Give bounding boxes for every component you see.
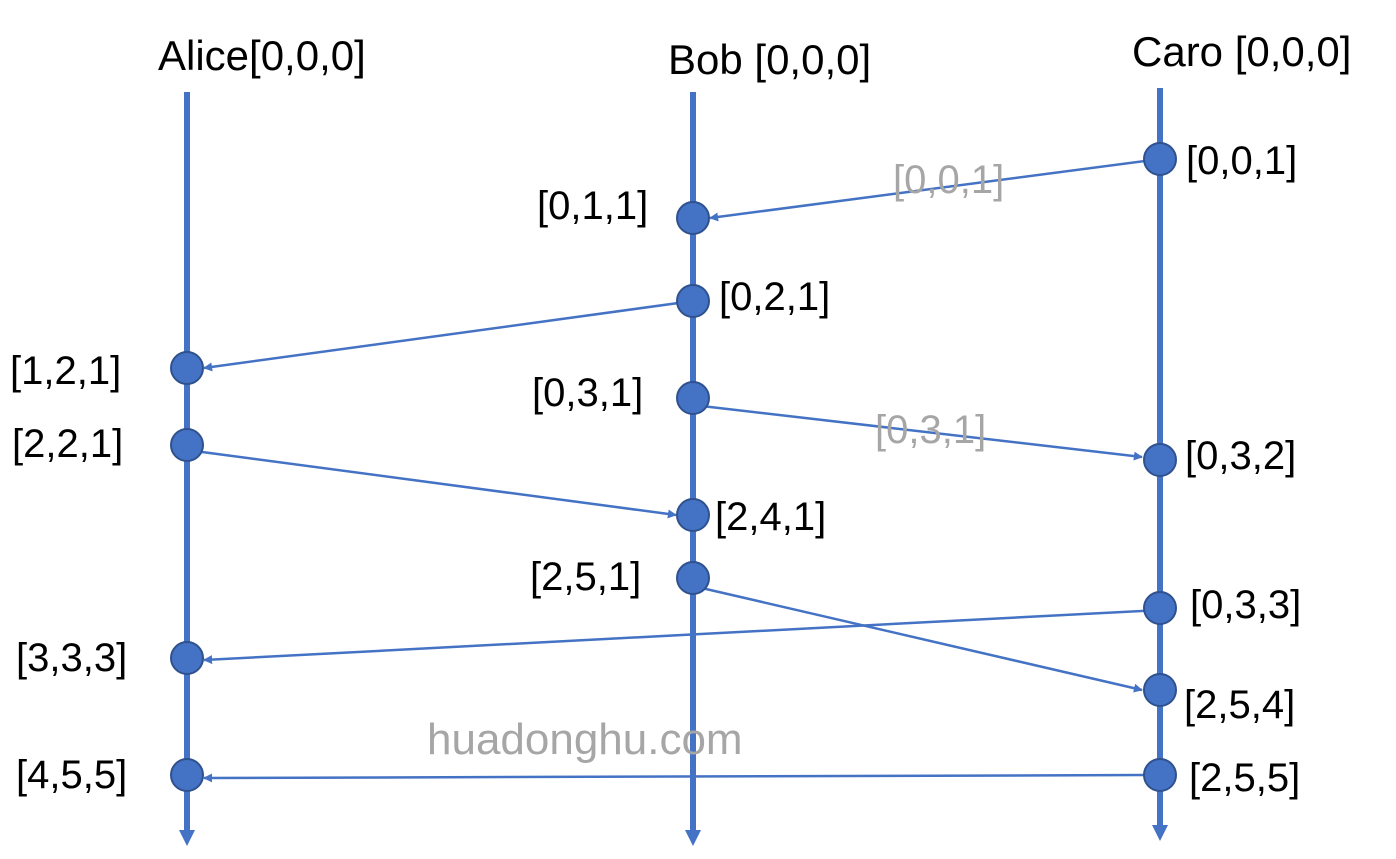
event-label-caro-3: [0,3,3] — [1190, 583, 1302, 627]
event-dot-alice-3 — [170, 641, 204, 675]
event-dot-caro-3 — [1143, 591, 1177, 625]
event-dot-caro-1 — [1143, 142, 1177, 176]
event-dot-bob-1 — [676, 201, 710, 235]
event-label-bob-1: [0,1,1] — [537, 184, 649, 228]
message-arrow-alice-to-bob-1 — [186, 448, 677, 519]
message-arrow-caro-to-alice-1 — [203, 608, 1161, 665]
message-arrow-caro-to-bob-1 — [709, 157, 1161, 222]
event-dot-bob-2 — [676, 284, 710, 318]
event-dot-bob-5 — [676, 561, 710, 595]
event-label-bob-4: [2,4,1] — [715, 495, 827, 539]
event-label-caro-4: [2,5,4] — [1184, 683, 1296, 727]
alice-timeline-arrow — [179, 830, 195, 846]
event-dot-caro-4 — [1143, 673, 1177, 707]
event-label-bob-2: [0,2,1] — [719, 275, 831, 319]
event-dot-caro-5 — [1143, 758, 1177, 792]
event-label-caro-5: [2,5,5] — [1189, 756, 1301, 800]
message-arrow-bob-to-alice-1 — [203, 299, 694, 372]
message-label-bob-to-caro: [0,3,1] — [875, 408, 987, 452]
bob-header: Bob [0,0,0] — [668, 36, 872, 83]
alice-header: Alice[0,0,0] — [158, 32, 366, 79]
bob-timeline-arrow — [685, 830, 701, 846]
event-label-alice-4: [4,5,5] — [16, 753, 128, 797]
event-label-bob-3: [0,3,1] — [532, 371, 644, 415]
caro-header: Caro [0,0,0] — [1132, 28, 1352, 75]
event-dot-bob-4 — [676, 498, 710, 532]
message-arrow-bob-to-caro-1 — [692, 403, 1143, 461]
event-dot-caro-2 — [1143, 443, 1177, 477]
event-label-caro-1: [0,0,1] — [1186, 139, 1298, 183]
event-dot-alice-2 — [170, 428, 204, 462]
watermark-text: huadonghu.com — [427, 715, 743, 764]
message-label-caro-to-bob: [0,0,1] — [893, 158, 1005, 202]
event-label-alice-2: [2,2,1] — [12, 422, 124, 466]
caro-timeline-arrow — [1152, 825, 1168, 841]
event-label-alice-3: [3,3,3] — [16, 636, 128, 680]
event-label-alice-1: [1,2,1] — [10, 349, 122, 393]
message-arrow-bob-to-caro-2 — [692, 584, 1143, 693]
event-dot-alice-1 — [170, 351, 204, 385]
message-arrow-caro-to-alice-2 — [203, 773, 1161, 783]
event-dot-bob-3 — [676, 381, 710, 415]
event-dot-alice-4 — [170, 758, 204, 792]
event-label-caro-2: [0,3,2] — [1185, 434, 1297, 478]
event-label-bob-5: [2,5,1] — [530, 555, 642, 599]
